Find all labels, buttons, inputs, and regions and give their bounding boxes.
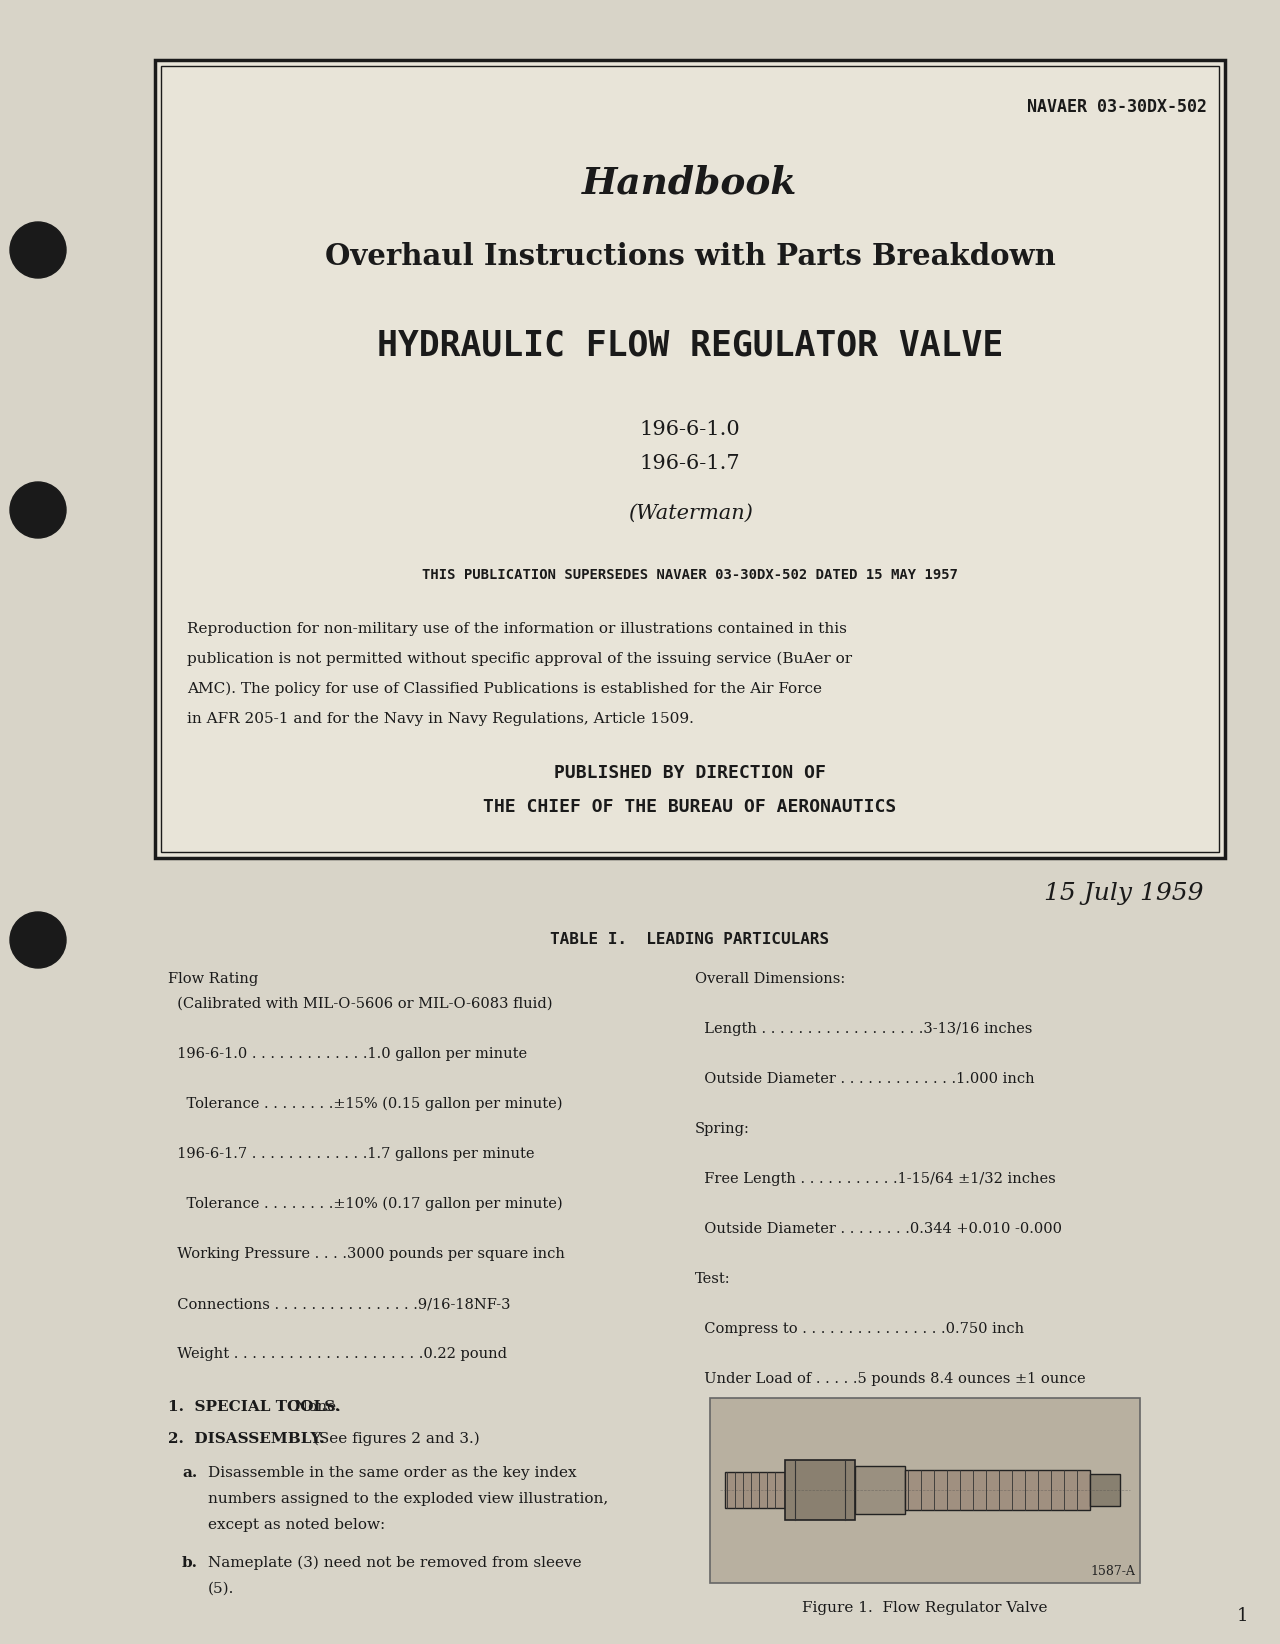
Text: Figure 1.  Flow Regulator Valve: Figure 1. Flow Regulator Valve — [803, 1601, 1048, 1614]
Bar — [1091, 1475, 1120, 1506]
Text: THIS PUBLICATION SUPERSEDES NAVAER 03-30DX-502 DATED 15 MAY 1957: THIS PUBLICATION SUPERSEDES NAVAER 03-30… — [422, 567, 957, 582]
Text: 1587-A: 1587-A — [1091, 1565, 1135, 1578]
Text: HYDRAULIC FLOW REGULATOR VALVE: HYDRAULIC FLOW REGULATOR VALVE — [376, 329, 1004, 362]
Text: except as noted below:: except as noted below: — [207, 1517, 385, 1532]
Text: Flow Rating: Flow Rating — [168, 972, 259, 986]
Text: b.: b. — [182, 1555, 198, 1570]
Text: (See figures 2 and 3.): (See figures 2 and 3.) — [308, 1432, 480, 1447]
Text: 15 July 1959: 15 July 1959 — [1043, 881, 1203, 904]
Text: 196-6-1.7 . . . . . . . . . . . . .1.7 gallons per minute: 196-6-1.7 . . . . . . . . . . . . .1.7 g… — [168, 1148, 535, 1161]
Bar — [155, 59, 1225, 858]
Bar — [724, 1471, 785, 1508]
Text: Reproduction for non-military use of the information or illustrations contained : Reproduction for non-military use of the… — [187, 621, 847, 636]
Text: 2.  DISASSEMBLY.: 2. DISASSEMBLY. — [168, 1432, 325, 1447]
Text: publication is not permitted without specific approval of the issuing service (B: publication is not permitted without spe… — [187, 653, 852, 666]
Bar — [785, 1460, 855, 1521]
Text: (5).: (5). — [207, 1582, 234, 1596]
Text: TABLE I.  LEADING PARTICULARS: TABLE I. LEADING PARTICULARS — [550, 932, 829, 947]
Bar — [710, 1397, 1140, 1583]
Bar — [855, 1466, 905, 1514]
Text: Tolerance . . . . . . . .±10% (0.17 gallon per minute): Tolerance . . . . . . . .±10% (0.17 gall… — [168, 1197, 563, 1212]
Bar — [905, 1470, 1091, 1509]
Text: Handbook: Handbook — [582, 164, 797, 202]
Text: (Calibrated with MIL-O-5606 or MIL-O-6083 fluid): (Calibrated with MIL-O-5606 or MIL-O-608… — [168, 996, 553, 1011]
Circle shape — [10, 482, 67, 538]
Text: 196-6-1.7: 196-6-1.7 — [640, 454, 740, 473]
Circle shape — [10, 912, 67, 968]
Text: Outside Diameter . . . . . . . . . . . . .1.000 inch: Outside Diameter . . . . . . . . . . . .… — [695, 1072, 1034, 1087]
Text: Spring:: Spring: — [695, 1121, 750, 1136]
Text: Length . . . . . . . . . . . . . . . . . .3-13/16 inches: Length . . . . . . . . . . . . . . . . .… — [695, 1023, 1033, 1036]
Text: Overhaul Instructions with Parts Breakdown: Overhaul Instructions with Parts Breakdo… — [325, 242, 1056, 271]
Text: Nameplate (3) need not be removed from sleeve: Nameplate (3) need not be removed from s… — [207, 1555, 581, 1570]
Text: in AFR 205-1 and for the Navy in Navy Regulations, Article 1509.: in AFR 205-1 and for the Navy in Navy Re… — [187, 712, 694, 727]
Text: Under Load of . . . . .5 pounds 8.4 ounces ±1 ounce: Under Load of . . . . .5 pounds 8.4 ounc… — [695, 1373, 1085, 1386]
Text: 1.  SPECIAL TOOLS.: 1. SPECIAL TOOLS. — [168, 1401, 340, 1414]
Text: numbers assigned to the exploded view illustration,: numbers assigned to the exploded view il… — [207, 1493, 608, 1506]
Text: Disassemble in the same order as the key index: Disassemble in the same order as the key… — [207, 1466, 576, 1480]
Text: Compress to . . . . . . . . . . . . . . . .0.750 inch: Compress to . . . . . . . . . . . . . . … — [695, 1322, 1024, 1337]
Text: (Waterman): (Waterman) — [627, 505, 753, 523]
Text: 196-6-1.0 . . . . . . . . . . . . .1.0 gallon per minute: 196-6-1.0 . . . . . . . . . . . . .1.0 g… — [168, 1047, 527, 1060]
Text: Overall Dimensions:: Overall Dimensions: — [695, 972, 845, 986]
Text: Test:: Test: — [695, 1272, 731, 1286]
Text: None.: None. — [291, 1401, 340, 1414]
Bar — [161, 66, 1219, 852]
Text: Free Length . . . . . . . . . . .1-15/64 ±1/32 inches: Free Length . . . . . . . . . . .1-15/64… — [695, 1172, 1056, 1185]
Text: 196-6-1.0: 196-6-1.0 — [640, 419, 740, 439]
Text: Weight . . . . . . . . . . . . . . . . . . . . .0.22 pound: Weight . . . . . . . . . . . . . . . . .… — [168, 1346, 507, 1361]
Text: a.: a. — [182, 1466, 197, 1480]
Text: Working Pressure . . . .3000 pounds per square inch: Working Pressure . . . .3000 pounds per … — [168, 1248, 564, 1261]
Text: Outside Diameter . . . . . . . .0.344 +0.010 -0.000: Outside Diameter . . . . . . . .0.344 +0… — [695, 1221, 1062, 1236]
Text: THE CHIEF OF THE BUREAU OF AERONAUTICS: THE CHIEF OF THE BUREAU OF AERONAUTICS — [484, 797, 896, 815]
Text: 1: 1 — [1236, 1606, 1248, 1624]
Text: Connections . . . . . . . . . . . . . . . .9/16-18NF-3: Connections . . . . . . . . . . . . . . … — [168, 1297, 511, 1310]
Text: PUBLISHED BY DIRECTION OF: PUBLISHED BY DIRECTION OF — [554, 764, 826, 783]
Text: AMC). The policy for use of Classified Publications is established for the Air F: AMC). The policy for use of Classified P… — [187, 682, 822, 697]
Text: Tolerance . . . . . . . .±15% (0.15 gallon per minute): Tolerance . . . . . . . .±15% (0.15 gall… — [168, 1097, 562, 1111]
Text: NAVAER 03-30DX-502: NAVAER 03-30DX-502 — [1027, 99, 1207, 117]
Circle shape — [10, 222, 67, 278]
